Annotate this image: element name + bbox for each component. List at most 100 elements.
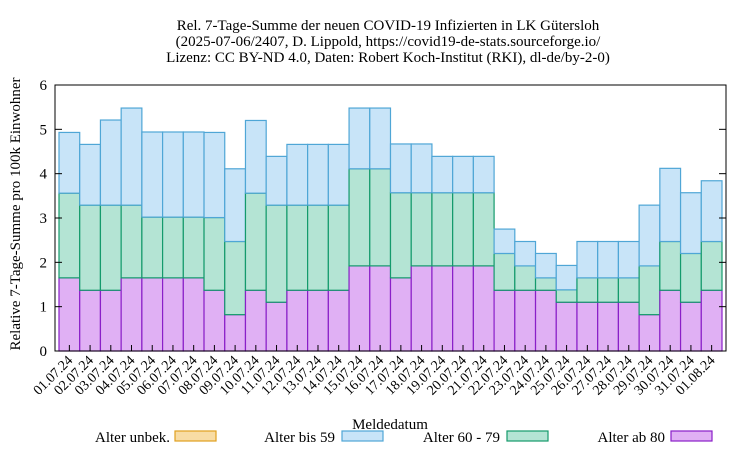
bar-alter-ab-80-27.07.24 <box>597 301 620 352</box>
bar-alter-60-79-21.07.24 <box>472 192 495 267</box>
bar-alter-bis-59-17.07.24 <box>389 143 412 194</box>
y-tick-label-1: 1 <box>40 300 48 316</box>
bar-alter-bis-59-11.07.24 <box>265 155 288 206</box>
bar-alter-60-79-27.07.24 <box>597 277 620 303</box>
bar-alter-ab-80-28.07.24 <box>617 301 640 352</box>
bar-alter-60-79-24.07.24 <box>534 277 557 291</box>
bar-alter-ab-80-20.07.24 <box>452 265 474 352</box>
bar-alter-bis-59-23.07.24 <box>514 240 537 267</box>
bar-alter-bis-59-29.07.24 <box>638 204 661 267</box>
bar-alter-60-79-07.07.24 <box>182 216 205 279</box>
bar-alter-bis-59-16.07.24 <box>369 107 392 170</box>
bar-alter-bis-59-08.07.24 <box>203 131 226 219</box>
legend-label-alter-unbek-: Alter unbek. <box>95 430 170 446</box>
bar-alter-bis-59-26.07.24 <box>576 240 599 279</box>
x-axis: 01.07.2402.07.2403.07.2404.07.2405.07.24… <box>31 345 718 398</box>
bar-alter-60-79-13.07.24 <box>307 204 329 291</box>
legend-swatch-alter-bis-59 <box>341 430 384 442</box>
bar-alter-60-79-12.07.24 <box>286 204 309 291</box>
bar-alter-ab-80-10.07.24 <box>244 289 267 352</box>
bar-alter-ab-80-25.07.24 <box>555 301 578 352</box>
bar-alter-ab-80-01.07.24 <box>58 277 81 352</box>
bar-alter-60-79-14.07.24 <box>327 204 350 291</box>
y-tick-label-5: 5 <box>40 122 48 138</box>
bar-alter-ab-80-17.07.24 <box>389 277 412 352</box>
legend-swatch-alter-ab-80 <box>670 430 713 442</box>
y-tick-label-3: 3 <box>40 211 48 227</box>
bar-alter-60-79-01.08.24 <box>700 240 723 291</box>
bar-alter-bis-59-18.07.24 <box>410 143 433 194</box>
bar-alter-ab-80-31.07.24 <box>679 301 702 352</box>
bar-alter-60-79-16.07.24 <box>369 168 392 267</box>
bar-alter-60-79-31.07.24 <box>679 252 702 303</box>
bar-alter-60-79-05.07.24 <box>141 216 164 279</box>
bar-alter-ab-80-02.07.24 <box>79 289 102 352</box>
bar-alter-bis-59-07.07.24 <box>182 131 205 218</box>
bar-alter-bis-59-06.07.24 <box>161 131 184 218</box>
bar-alter-60-79-09.07.24 <box>224 240 247 316</box>
bar-alter-60-79-15.07.24 <box>348 168 371 267</box>
bar-alter-ab-80-05.07.24 <box>141 277 164 352</box>
bar-alter-60-79-23.07.24 <box>514 265 537 291</box>
bar-alter-60-79-25.07.24 <box>555 289 578 303</box>
bar-alter-ab-80-19.07.24 <box>431 265 454 352</box>
y-tick-label-4: 4 <box>40 167 48 183</box>
bar-alter-bis-59-05.07.24 <box>141 131 164 218</box>
bar-alter-ab-80-15.07.24 <box>348 265 371 352</box>
title-line-2: (2025-07-06/2407, D. Lippold, https://co… <box>176 34 601 50</box>
bar-alter-bis-59-03.07.24 <box>99 119 122 206</box>
bar-alter-60-79-28.07.24 <box>617 277 640 303</box>
bar-alter-ab-80-16.07.24 <box>369 265 392 352</box>
bar-alter-bis-59-12.07.24 <box>286 143 309 206</box>
bar-alter-60-79-10.07.24 <box>244 192 267 291</box>
bar-alter-ab-80-18.07.24 <box>410 265 433 352</box>
bar-alter-bis-59-21.07.24 <box>472 155 495 194</box>
bar-alter-bis-59-09.07.24 <box>224 168 247 243</box>
title-line-1: Rel. 7-Tage-Summe der neuen COVID-19 Inf… <box>177 18 600 34</box>
bar-alter-ab-80-26.07.24 <box>576 301 599 352</box>
bar-alter-bis-59-27.07.24 <box>597 240 620 279</box>
legend: Alter unbek. Alter bis 59 Alter 60 - 79 Alt… <box>95 430 713 446</box>
bar-alter-bis-59-04.07.24 <box>120 107 143 206</box>
bar-alter-60-79-03.07.24 <box>99 204 122 291</box>
legend-label-alter-60-79: Alter 60 - 79 <box>423 430 500 446</box>
bar-alter-ab-80-13.07.24 <box>307 289 329 352</box>
bar-alter-bis-59-20.07.24 <box>452 155 474 194</box>
bar-alter-60-79-06.07.24 <box>161 216 184 279</box>
bar-alter-ab-80-01.08.24 <box>700 289 723 352</box>
bar-alter-bis-59-10.07.24 <box>244 119 267 194</box>
bar-alter-bis-59-22.07.24 <box>493 228 516 255</box>
bar-alter-60-79-22.07.24 <box>493 252 516 291</box>
bar-alter-60-79-01.07.24 <box>58 192 81 279</box>
bar-alter-ab-80-14.07.24 <box>327 289 350 352</box>
bar-alter-ab-80-11.07.24 <box>265 301 288 352</box>
legend-swatch-alter-unbek- <box>174 430 217 442</box>
bar-alter-60-79-18.07.24 <box>410 192 433 267</box>
bar-alter-ab-80-03.07.24 <box>99 289 122 352</box>
bar-alter-bis-59-19.07.24 <box>431 155 454 194</box>
bar-alter-60-79-11.07.24 <box>265 204 288 303</box>
bar-alter-bis-59-01.07.24 <box>58 131 81 194</box>
bar-alter-bis-59-14.07.24 <box>327 143 350 206</box>
y-tick-label-2: 2 <box>40 255 48 271</box>
bar-alter-ab-80-07.07.24 <box>182 277 205 352</box>
bar-alter-ab-80-08.07.24 <box>203 289 226 352</box>
bar-alter-ab-80-06.07.24 <box>161 277 184 352</box>
y-axis: 0 1 2 3 4 5 6 <box>40 78 726 360</box>
bar-alter-ab-80-30.07.24 <box>659 289 682 352</box>
bar-alter-60-79-08.07.24 <box>203 216 226 291</box>
bar-alter-ab-80-04.07.24 <box>120 277 143 352</box>
bar-alter-60-79-30.07.24 <box>659 240 682 291</box>
bar-alter-bis-59-15.07.24 <box>348 107 371 170</box>
bar-alter-ab-80-22.07.24 <box>493 289 516 352</box>
y-axis-label: Relative 7-Tage-Summe pro 100k Einwohner <box>8 77 24 350</box>
bar-alter-bis-59-31.07.24 <box>679 192 702 255</box>
bar-alter-bis-59-30.07.24 <box>659 167 682 243</box>
x-axis-label: Meldedatum <box>352 417 428 433</box>
bar-alter-60-79-02.07.24 <box>79 204 102 291</box>
bar-alter-ab-80-24.07.24 <box>534 289 557 352</box>
bar-alter-60-79-19.07.24 <box>431 192 454 267</box>
bar-alter-60-79-26.07.24 <box>576 277 599 303</box>
bar-alter-bis-59-25.07.24 <box>555 264 578 291</box>
